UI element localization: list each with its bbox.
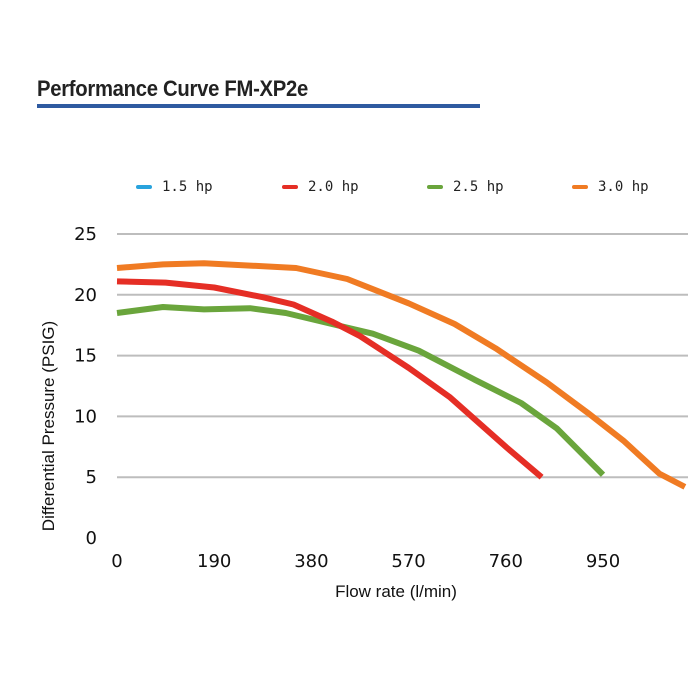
series-line-2-5hp (116, 304, 606, 477)
legend-swatch-3-0hp (572, 185, 588, 189)
y-tick-label-25: 25 (74, 224, 97, 245)
legend-item-3-0hp[interactable]: 3.0 hp (572, 176, 649, 198)
y-tick-label-0: 0 (86, 528, 97, 549)
y-tick-label-15: 15 (74, 346, 97, 367)
series-line-3-0hp (116, 260, 687, 490)
series-line-2-0hp (116, 278, 544, 480)
x-tick-label-950: 950 (586, 551, 620, 572)
legend-label-1-5hp: 1.5 hp (162, 179, 213, 195)
y-axis-label: Differential Pressure (PSIG) (39, 321, 58, 531)
legend-swatch-2-5hp (427, 185, 443, 189)
legend-item-2-5hp[interactable]: 2.5 hp (427, 176, 504, 198)
legend-swatch-1-5hp (136, 185, 152, 189)
x-tick-label-570: 570 (391, 551, 425, 572)
legend-label-2-0hp: 2.0 hp (308, 179, 359, 195)
y-tick-label-5: 5 (86, 467, 97, 488)
page-title: Performance Curve FM-XP2e (37, 76, 308, 101)
legend-item-1-5hp[interactable]: 1.5 hp (136, 176, 213, 198)
legend-label-2-5hp: 2.5 hp (453, 179, 504, 195)
y-tick-label-20: 20 (74, 285, 97, 306)
legend-swatch-2-0hp (282, 185, 298, 189)
x-tick-label-0: 0 (111, 551, 122, 572)
x-tick-label-190: 190 (197, 551, 231, 572)
legend-label-3-0hp: 3.0 hp (598, 179, 649, 195)
x-tick-label-760: 760 (489, 551, 523, 572)
legend-item-2-0hp[interactable]: 2.0 hp (282, 176, 359, 198)
title-underline (37, 104, 480, 108)
x-tick-label-380: 380 (294, 551, 328, 572)
x-axis-label: Flow rate (l/min) (335, 582, 457, 601)
chart-legend: 1.5 hp 2.0 hp 2.5 hp 3.0 hp (136, 176, 676, 198)
y-tick-label-10: 10 (74, 406, 97, 427)
